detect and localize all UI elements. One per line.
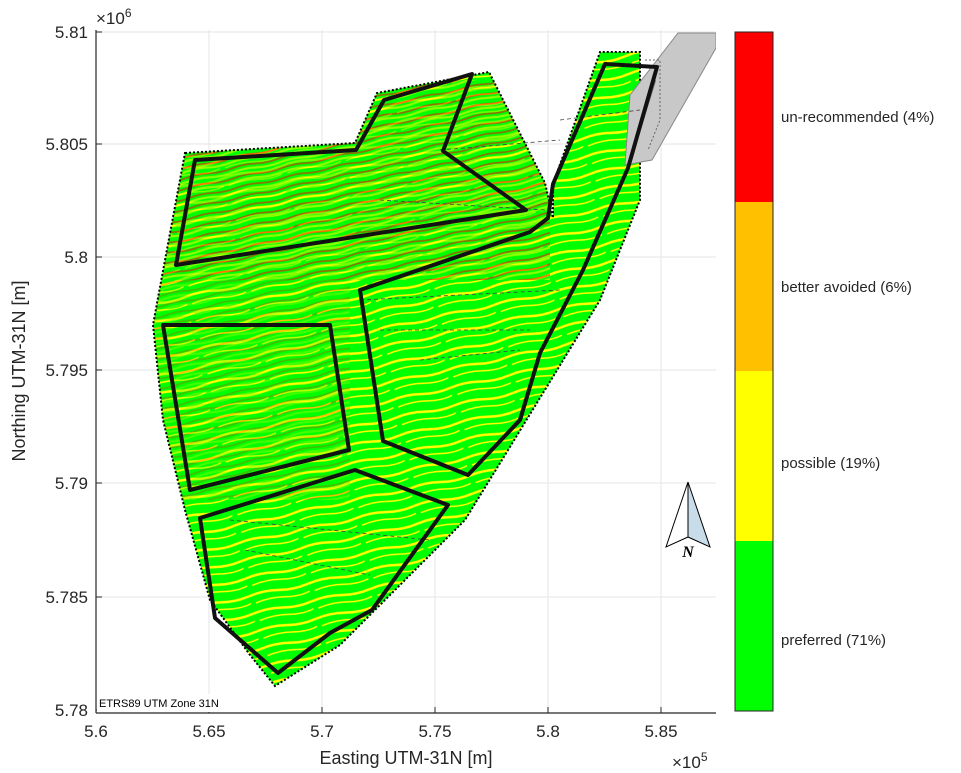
x-tick-label: 5.6	[84, 722, 108, 741]
x-tick-label: 5.7	[310, 722, 334, 741]
y-tick-label: 5.8	[64, 248, 88, 267]
y-tick-labels: 5.81 5.805 5.8 5.795 5.79 5.785 5.78	[45, 23, 102, 720]
lot-northeast	[358, 62, 659, 477]
colorbar-swatch-better-avoided	[735, 202, 773, 371]
y-tick-label: 5.795	[45, 361, 88, 380]
x-tick-label: 5.75	[418, 722, 451, 741]
north-label: N	[681, 544, 695, 561]
lot-west	[161, 323, 351, 492]
x-tick-label: 5.65	[192, 722, 225, 741]
cable-corridor-dotted	[645, 59, 661, 151]
cable-lines	[229, 109, 641, 576]
colorbar-swatch-possible	[735, 371, 773, 541]
y-tick-label: 5.81	[55, 23, 88, 42]
mixed-zone	[153, 280, 350, 500]
colorbar: un-recommended (4%) better avoided (6%) …	[734, 31, 934, 712]
colorbar-frame	[734, 31, 774, 712]
x-axis-title: Easting UTM-31N [m]	[319, 748, 492, 768]
site-outline	[151, 51, 641, 688]
y-axis-title: Northing UTM-31N [m]	[9, 280, 29, 461]
north-arrow-right	[687, 481, 711, 548]
y-tick-label: 5.785	[45, 588, 88, 607]
y-exponent: ×106	[96, 6, 132, 28]
colorbar-label-better-avoided: better avoided (6%)	[781, 279, 912, 296]
x-tick-label: 5.8	[536, 722, 560, 741]
crs-label: ETRS89 UTM Zone 31N	[99, 698, 219, 710]
x-exponent: ×105	[672, 750, 708, 772]
x-tick-labels: 5.6 5.65 5.7 5.75 5.8 5.85	[84, 707, 678, 741]
colorbar-label-preferred: preferred (71%)	[781, 632, 886, 649]
x-tick-label: 5.85	[644, 722, 677, 741]
colorbar-swatch-preferred	[735, 541, 773, 711]
lot-polygons	[161, 62, 659, 675]
colorbar-label-un-recommended: un-recommended (4%)	[781, 109, 934, 126]
colorbar-swatch-un-recommended	[735, 32, 773, 202]
y-tick-label: 5.805	[45, 135, 88, 154]
cable-corridor	[624, 32, 716, 166]
lot-south	[198, 468, 450, 675]
north-arrow: N	[665, 481, 711, 561]
y-tick-label: 5.79	[55, 474, 88, 493]
colorbar-label-possible: possible (19%)	[781, 455, 880, 472]
lot-north	[174, 72, 528, 267]
y-tick-label: 5.78	[55, 701, 88, 720]
crs-label-bg	[97, 694, 247, 712]
